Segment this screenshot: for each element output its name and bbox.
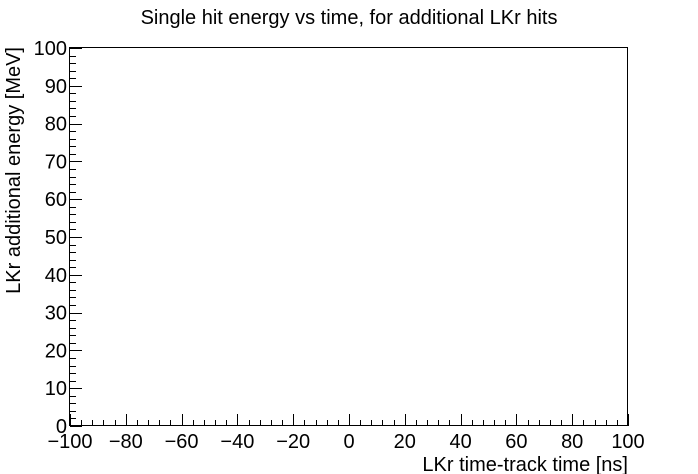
- y-tick-label: 90: [45, 76, 67, 98]
- y-axis-tick-labels: 0 10 20 30 40 50 60 70 80 90 100: [34, 38, 67, 438]
- x-tick-label: −20: [276, 431, 310, 453]
- x-tick-label: −60: [165, 431, 199, 453]
- x-axis-tick-labels: −100 −80 −60 −40 −20 0 20 40 60 80 100: [47, 431, 644, 453]
- plot-frame: [69, 47, 628, 426]
- x-tick-label: 0: [343, 431, 354, 453]
- x-axis-ticks: [70, 414, 629, 426]
- y-axis-title: LKr additional energy [MeV]: [3, 47, 25, 294]
- x-tick-label: −100: [47, 431, 92, 453]
- x-tick-label: 40: [449, 431, 471, 453]
- y-tick-label: 70: [45, 151, 67, 173]
- y-tick-label: 40: [45, 265, 67, 287]
- y-tick-label: 20: [45, 340, 67, 362]
- x-tick-label: −40: [220, 431, 254, 453]
- y-tick-label: 100: [34, 38, 67, 60]
- y-tick-label: 50: [45, 227, 67, 249]
- chart-title: Single hit energy vs time, for additiona…: [141, 7, 558, 29]
- y-tick-label: 80: [45, 114, 67, 136]
- y-tick-label: 10: [45, 378, 67, 400]
- y-tick-label: 30: [45, 303, 67, 325]
- x-tick-label: 60: [505, 431, 527, 453]
- x-tick-label: 100: [611, 431, 644, 453]
- y-tick-label: 0: [56, 416, 67, 438]
- y-axis-ticks: [70, 48, 82, 427]
- x-tick-label: 80: [561, 431, 583, 453]
- y-tick-label: 60: [45, 189, 67, 211]
- x-tick-label: 20: [394, 431, 416, 453]
- x-tick-label: −80: [109, 431, 143, 453]
- x-axis-title: LKr time-track time [ns]: [422, 454, 628, 474]
